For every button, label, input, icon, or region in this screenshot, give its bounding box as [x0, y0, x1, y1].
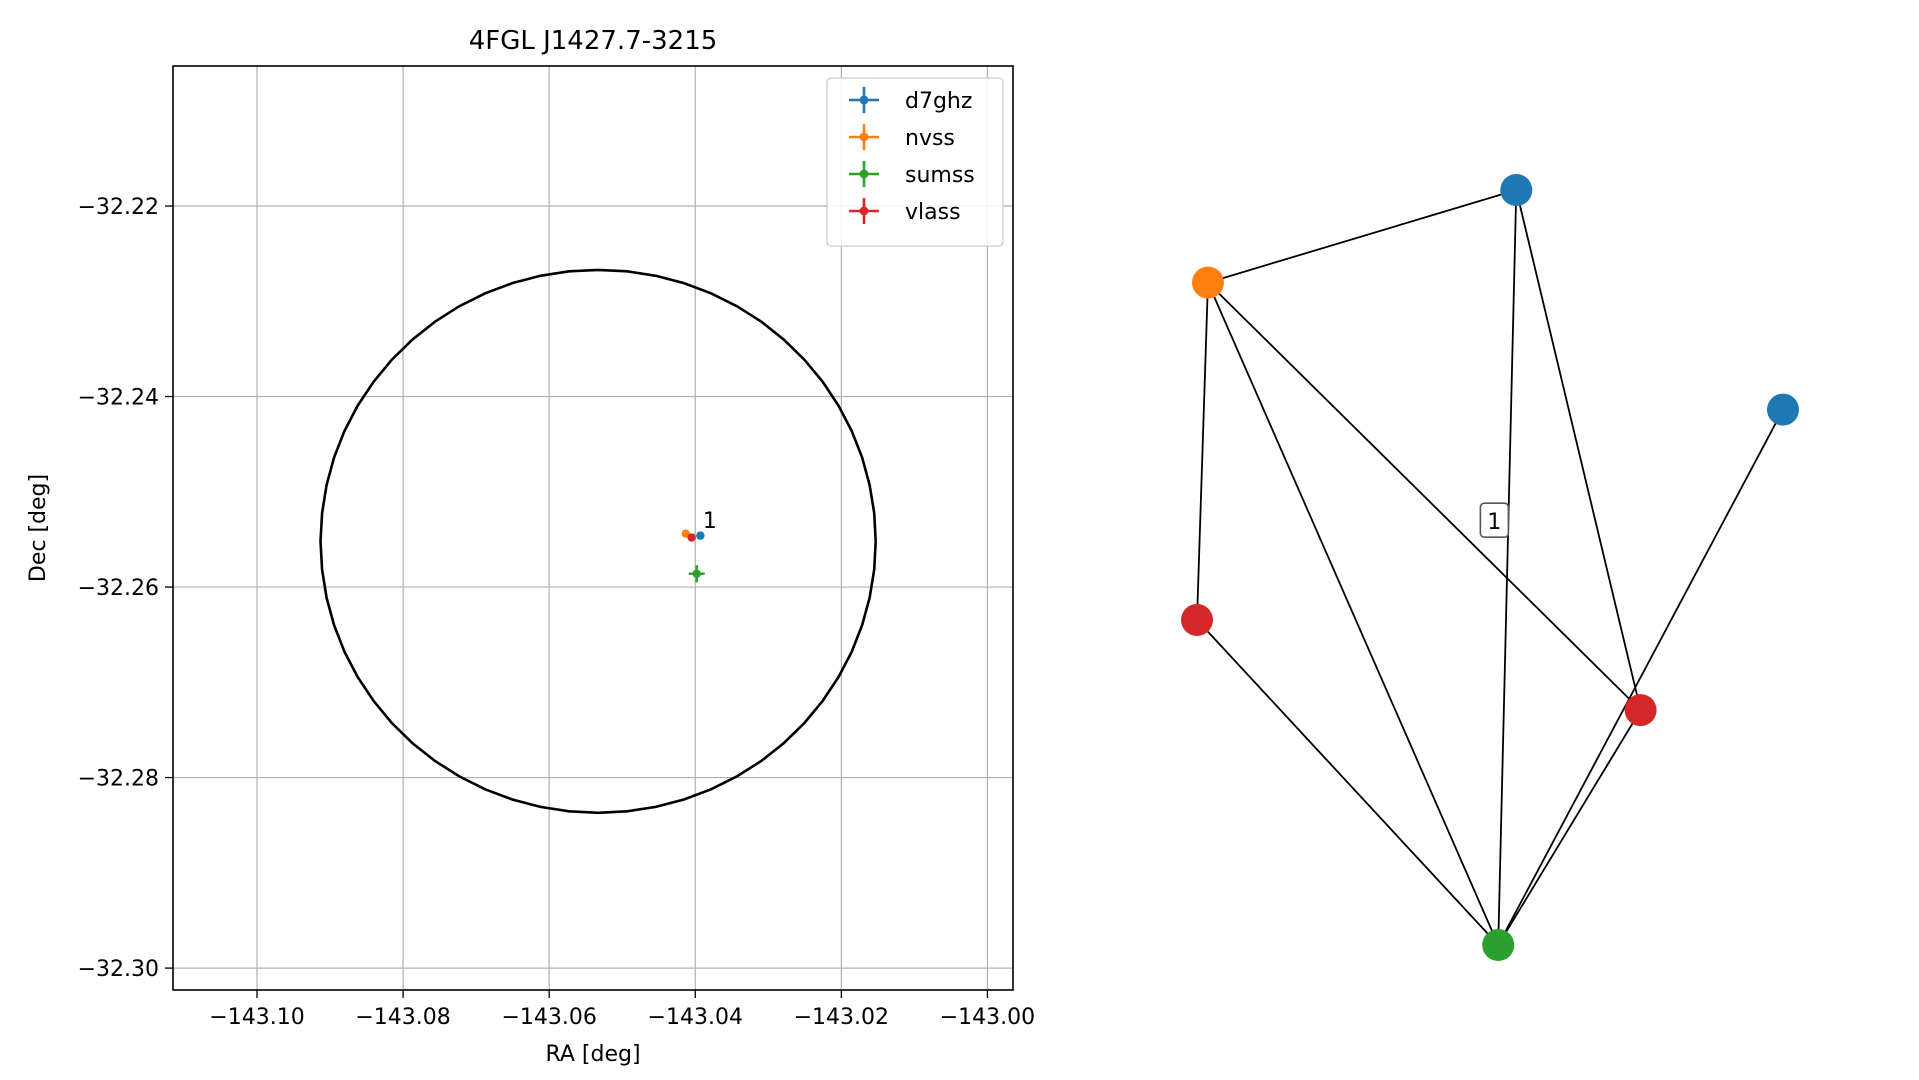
- marker: [692, 569, 701, 578]
- graph-node: [1181, 603, 1213, 636]
- legend-marker: [859, 206, 869, 216]
- x-tick-label: −143.04: [648, 1005, 743, 1030]
- cluster-label-box: [1479, 502, 1510, 538]
- graph-nodes: [1181, 174, 1799, 961]
- legend-label: sumss: [905, 163, 975, 188]
- legend-label: vlass: [905, 200, 961, 225]
- graph-edge: [1497, 189, 1518, 946]
- graph-node: [1191, 266, 1224, 299]
- cluster-labels: 1: [1479, 502, 1510, 538]
- graph-edge: [1207, 282, 1500, 946]
- legend-marker: [859, 95, 869, 105]
- marker: [687, 533, 696, 542]
- graph-edges: [1196, 189, 1784, 946]
- y-tick-label: −32.30: [78, 957, 159, 982]
- x-tick-label: −143.06: [501, 1005, 596, 1030]
- graph-edge: [1515, 189, 1642, 711]
- cluster-label-text: 1: [1487, 510, 1501, 535]
- chart-title: 4FGL J1427.7-3215: [469, 26, 718, 56]
- graph-edge: [1207, 281, 1642, 711]
- y-tick-label: −32.22: [78, 195, 159, 220]
- legend: d7ghz nvss sumss vlass: [826, 77, 1004, 247]
- graph-edge: [1497, 409, 1784, 946]
- graph-node: [1624, 694, 1657, 727]
- y-tick-label: −32.24: [78, 386, 159, 411]
- x-tick-label: −143.02: [794, 1005, 889, 1030]
- graph-edge: [1207, 189, 1517, 284]
- x-axis-ticks: −143.10 −143.08 −143.06 −143.04 −143.02 −143.…: [209, 990, 1035, 1030]
- graph-edge: [1196, 282, 1209, 620]
- y-tick-label: −32.26: [78, 576, 159, 601]
- graph-node: [1500, 174, 1533, 206]
- y-axis-label: Dec [deg]: [26, 474, 51, 582]
- legend-marker: [859, 132, 869, 142]
- y-axis-ticks: −32.22 −32.24 −32.26 −32.28 −32.30: [78, 195, 173, 982]
- localization-ellipse: [319, 268, 877, 815]
- legend-label: d7ghz: [905, 89, 972, 114]
- legend-entry-d7ghz: d7ghz: [849, 87, 972, 114]
- graph-node: [1482, 929, 1515, 961]
- legend-entry-nvss: nvss: [849, 124, 955, 151]
- sky-position-chart: 4FGL J1427.7-3215 1 −143.10 −143.08 −143.0…: [26, 26, 1035, 1067]
- x-tick-label: −143.08: [355, 1005, 450, 1030]
- graph-edge: [1497, 709, 1642, 946]
- localization-ellipse-layer: [319, 268, 877, 815]
- graph-node: [1767, 393, 1799, 426]
- x-tick-label: −143.10: [209, 1005, 304, 1030]
- association-graph: 1: [1181, 174, 1799, 961]
- cluster-label: 1: [1479, 502, 1510, 538]
- data-point-sumss: [688, 565, 705, 583]
- data-point-d7ghz: [696, 531, 705, 540]
- x-tick-label: −143.00: [940, 1005, 1035, 1030]
- source-label: 1: [703, 509, 717, 534]
- graph-edge: [1196, 619, 1499, 946]
- marker: [696, 531, 705, 540]
- data-point-vlass: [687, 533, 696, 542]
- legend-entry-vlass: vlass: [849, 198, 961, 225]
- legend-marker: [859, 169, 869, 179]
- legend-entry-sumss: sumss: [849, 161, 975, 188]
- legend-box: [826, 77, 1004, 247]
- y-tick-label: −32.28: [78, 767, 159, 792]
- legend-label: nvss: [905, 126, 955, 151]
- plot-frame: [172, 65, 1014, 991]
- annotations-layer: 1: [703, 509, 717, 534]
- data-points-layer: [681, 529, 705, 583]
- x-axis-label: RA [deg]: [545, 1042, 640, 1067]
